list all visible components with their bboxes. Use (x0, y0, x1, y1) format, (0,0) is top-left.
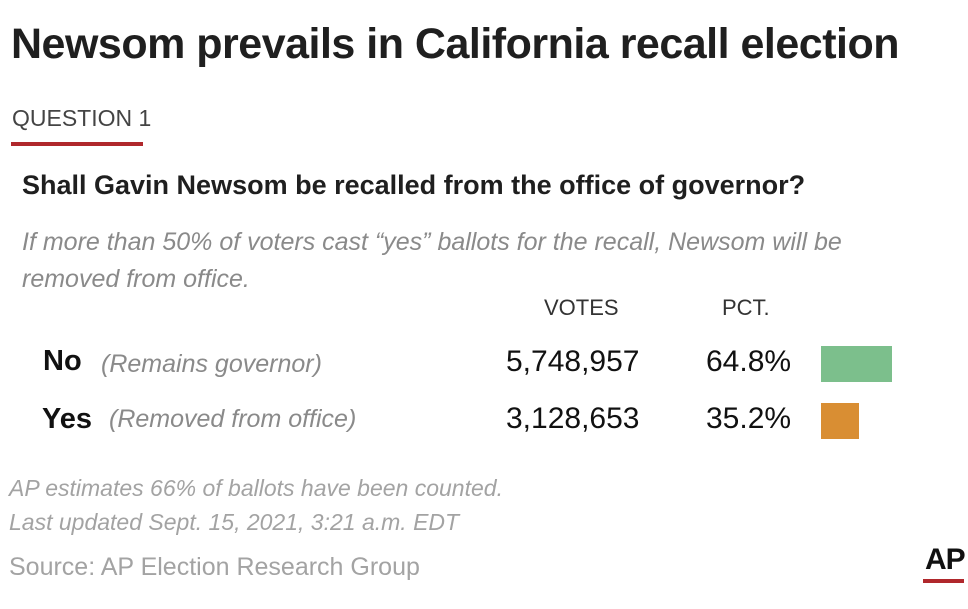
question-label: QUESTION 1 (12, 105, 152, 131)
votes-value-yes: 3,128,653 (506, 402, 640, 435)
votes-column-header: VOTES (544, 295, 619, 320)
ap-logo-underline (923, 579, 964, 583)
source-credit: Source: AP Election Research Group (9, 553, 420, 581)
choice-label-no: No (43, 345, 82, 377)
bar-track-no (821, 346, 968, 382)
counting-note: AP estimates 66% of ballots have been co… (9, 475, 503, 501)
pct-value-yes: 35.2% (706, 402, 792, 435)
question-text: Shall Gavin Newsom be recalled from the … (22, 170, 806, 200)
pct-column-header: PCT. (722, 295, 770, 320)
question-label-underline (11, 142, 143, 146)
ap-logo: AP (925, 543, 966, 576)
bar-track-yes (821, 403, 968, 439)
choice-label-yes: Yes (42, 403, 92, 435)
choice-description-no: (Remains governor) (101, 350, 322, 378)
votes-value-no: 5,748,957 (506, 345, 640, 378)
pct-value-no: 64.8% (706, 345, 792, 378)
bar-no (821, 346, 892, 382)
last-updated-note: Last updated Sept. 15, 2021, 3:21 a.m. E… (9, 509, 460, 535)
chart-title: Newsom prevails in California recall ele… (11, 20, 900, 68)
bar-yes (821, 403, 860, 439)
question-explainer: If more than 50% of voters cast “yes” ba… (22, 228, 842, 293)
choice-description-yes: (Removed from office) (109, 405, 357, 433)
